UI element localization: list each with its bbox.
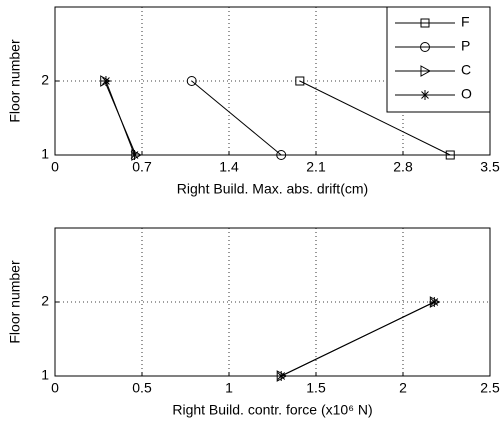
x-tick-label: 1.5 <box>306 380 326 396</box>
x-axis-label: Right Build. contr. force (x10⁶ N) <box>172 402 372 418</box>
x-tick-label: 1.4 <box>219 159 239 175</box>
y-tick-label: 2 <box>41 72 49 88</box>
series-line <box>280 301 435 377</box>
marker <box>295 76 305 86</box>
y-axis-label: Floor number <box>7 260 23 344</box>
x-tick-label: 2 <box>399 380 407 396</box>
marker <box>100 75 111 87</box>
y-tick-label: 1 <box>41 367 49 383</box>
x-tick-label: 0.5 <box>132 380 152 396</box>
marker <box>420 42 430 52</box>
x-tick-label: 0.7 <box>132 159 152 175</box>
marker <box>420 90 430 100</box>
x-tick-label: 1 <box>225 380 233 396</box>
x-tick-label: 0 <box>51 380 59 396</box>
series-line <box>105 80 136 156</box>
x-tick-label: 2.1 <box>306 159 326 175</box>
series-line <box>191 80 282 156</box>
plot-frame <box>54 227 491 377</box>
legend-label: O <box>461 86 472 102</box>
marker <box>276 371 287 381</box>
marker <box>445 150 455 160</box>
x-tick-label: 0 <box>51 159 59 175</box>
x-tick-label: 2.8 <box>393 159 413 175</box>
legend-label: F <box>461 14 470 30</box>
legend-label: C <box>461 62 471 78</box>
y-tick-label: 1 <box>41 146 49 162</box>
series-line <box>299 80 451 156</box>
y-axis-label: Floor number <box>7 39 23 123</box>
x-axis-label: Right Build. Max. abs. drift(cm) <box>177 181 368 197</box>
y-tick-label: 2 <box>41 293 49 309</box>
x-tick-label: 2.5 <box>480 380 500 396</box>
marker <box>129 150 140 160</box>
x-tick-label: 3.5 <box>480 159 500 175</box>
marker <box>420 65 432 77</box>
marker <box>276 150 287 160</box>
marker <box>100 76 111 86</box>
legend-label: P <box>461 38 470 54</box>
marker <box>186 76 197 86</box>
marker <box>420 18 430 28</box>
marker <box>429 297 440 307</box>
